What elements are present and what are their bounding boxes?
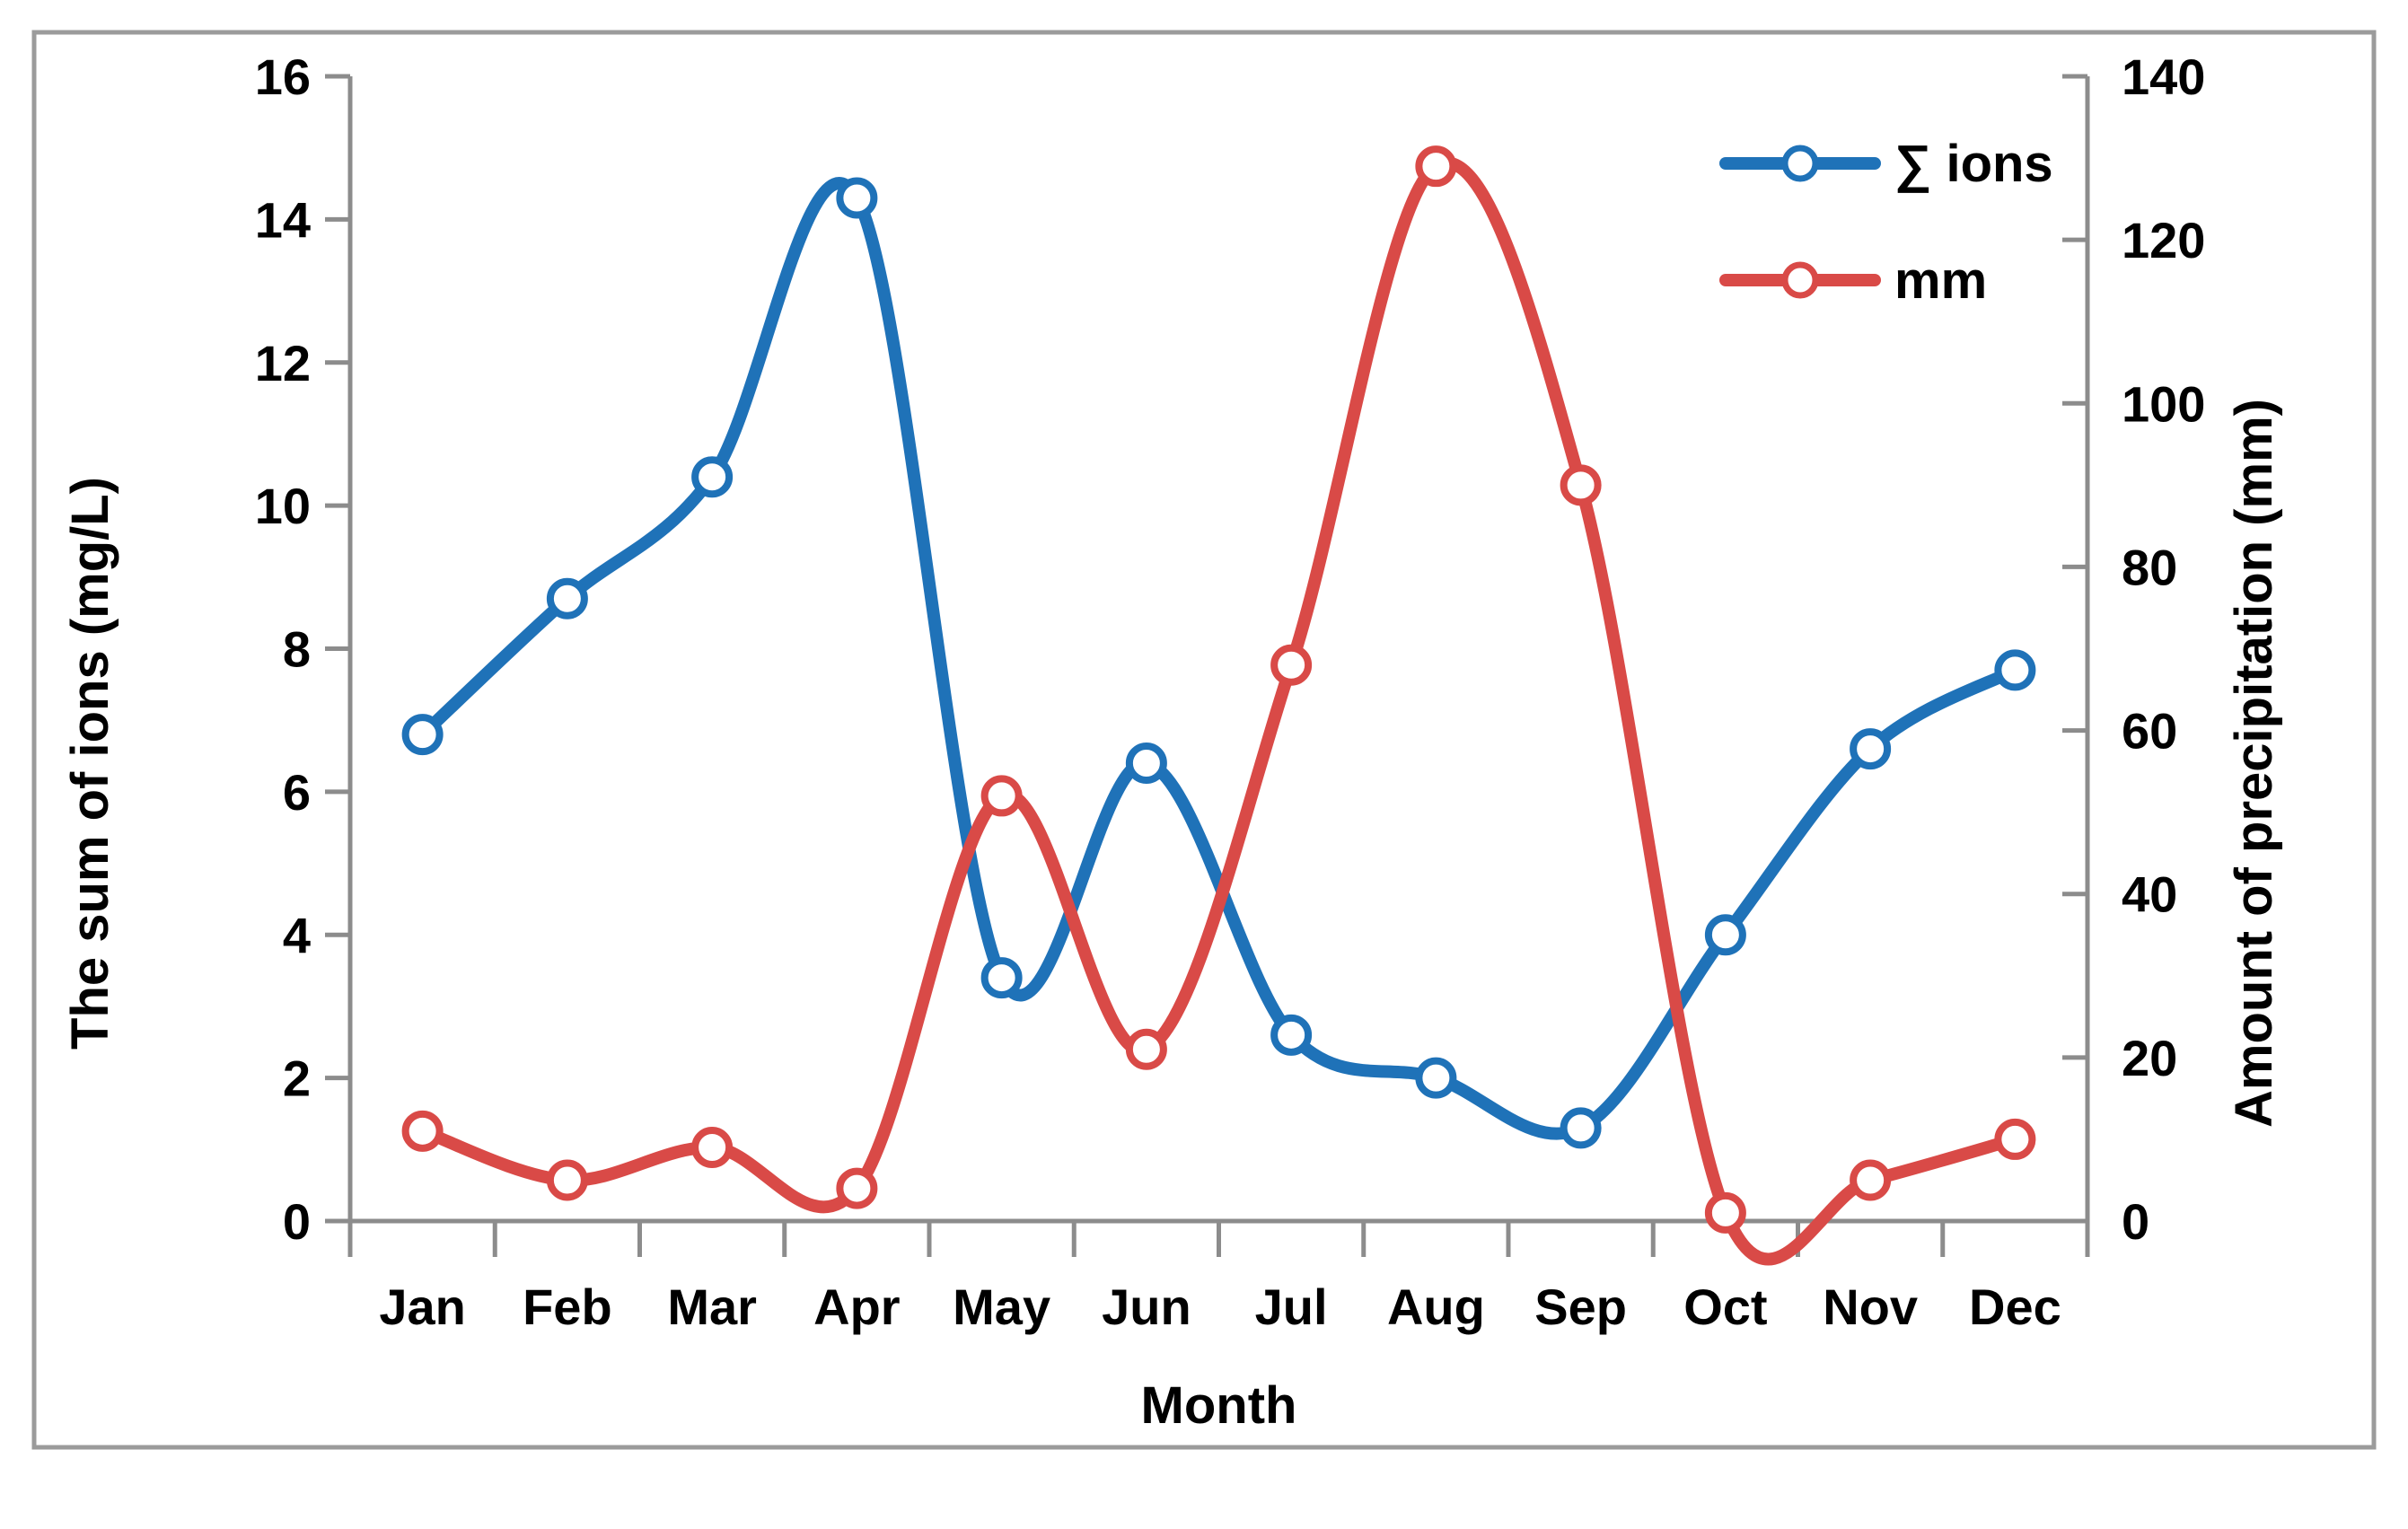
left-axis-tick-label: 12 xyxy=(255,335,311,391)
month-label-jul: Jul xyxy=(1255,1279,1328,1335)
month-label-oct: Oct xyxy=(1683,1279,1767,1335)
left-axis-tick-label: 8 xyxy=(283,621,311,678)
month-label-jan: Jan xyxy=(379,1279,466,1335)
legend-label-ions: ∑ ions xyxy=(1894,135,2053,193)
left-axis-tick-label: 0 xyxy=(283,1193,311,1250)
data-point-mm-feb xyxy=(546,1159,588,1201)
right-axis-tick-label: 60 xyxy=(2122,703,2177,760)
data-point-ions-dec xyxy=(1994,649,2036,691)
data-point-mm-nov xyxy=(1850,1159,1892,1201)
month-label-aug: Aug xyxy=(1387,1279,1485,1335)
legend-item-ions: ∑ ions xyxy=(1719,135,2053,193)
left-axis-tick-label: 10 xyxy=(255,478,311,534)
left-axis-tick-label: 2 xyxy=(283,1050,311,1107)
data-point-mm-jan xyxy=(401,1110,444,1152)
data-point-ions-jan xyxy=(401,714,444,756)
month-label-feb: Feb xyxy=(523,1279,612,1335)
x-axis-title: Month xyxy=(1141,1376,1297,1435)
axes-layer xyxy=(325,74,2090,1257)
left-axis-tick-label: 16 xyxy=(255,48,311,105)
data-point-ions-nov xyxy=(1850,728,1892,770)
data-point-mm-oct xyxy=(1704,1191,1746,1234)
left-axis-title: The sum of ions (mg/L) xyxy=(61,477,119,1050)
data-point-mm-jul xyxy=(1270,644,1313,686)
right-axis-tick-label: 20 xyxy=(2122,1030,2177,1086)
data-point-mm-apr xyxy=(836,1167,878,1209)
right-axis-title: Amount of precipitation (mm) xyxy=(2225,399,2283,1128)
month-label-apr: Apr xyxy=(813,1279,900,1335)
data-point-mm-jun xyxy=(1125,1028,1167,1070)
left-axis-tick-label: 6 xyxy=(283,764,311,821)
data-point-ions-feb xyxy=(546,577,588,620)
legend: ∑ ions mm xyxy=(1719,135,2053,310)
data-point-ions-jun xyxy=(1125,743,1167,784)
month-label-mar: Mar xyxy=(667,1279,757,1335)
legend-label-mm: mm xyxy=(1894,251,1987,310)
data-point-mm-sep xyxy=(1560,464,1602,506)
right-axis-tick-label: 40 xyxy=(2122,866,2177,923)
series-mm-line xyxy=(416,156,2022,1266)
legend-swatch-marker-mm xyxy=(1781,261,1819,299)
data-point-ions-jul xyxy=(1270,1014,1313,1056)
figure-border xyxy=(31,30,2377,1450)
right-axis-tick-label: 140 xyxy=(2122,48,2205,105)
right-axis-tick-label: 0 xyxy=(2122,1193,2149,1250)
month-label-nov: Nov xyxy=(1823,1279,1918,1335)
left-axis-tick-label: 4 xyxy=(283,907,311,963)
data-point-ions-mar xyxy=(691,456,734,498)
legend-item-mm: mm xyxy=(1719,251,1987,310)
right-axis-tick-label: 120 xyxy=(2122,212,2205,268)
month-label-sep: Sep xyxy=(1534,1279,1627,1335)
data-point-ions-sep xyxy=(1560,1107,1602,1149)
month-label-may: May xyxy=(953,1279,1050,1335)
right-axis-tick-label: 100 xyxy=(2122,375,2205,432)
data-point-mm-may xyxy=(980,775,1023,817)
data-point-ions-may xyxy=(980,957,1023,999)
legend-swatch-marker-ions xyxy=(1781,145,1819,182)
series-layer xyxy=(401,145,2036,1266)
series-ions-line xyxy=(416,177,2022,1140)
month-label-jun: Jun xyxy=(1102,1279,1191,1335)
data-point-mm-dec xyxy=(1994,1118,2036,1160)
data-point-mm-mar xyxy=(691,1127,734,1169)
left-axis-tick-label: 14 xyxy=(255,191,311,248)
data-point-ions-aug xyxy=(1415,1057,1457,1099)
right-axis-tick-label: 80 xyxy=(2122,539,2177,595)
data-point-ions-apr xyxy=(836,177,878,219)
labels-layer: 0 2 4 6 8 10 12 14 16 0 20 40 60 80 100 120 140 Jan Feb Mar… xyxy=(255,48,2206,1335)
data-point-mm-aug xyxy=(1415,145,1457,188)
month-label-dec: Dec xyxy=(1969,1279,2061,1335)
data-point-ions-oct xyxy=(1704,914,1746,956)
